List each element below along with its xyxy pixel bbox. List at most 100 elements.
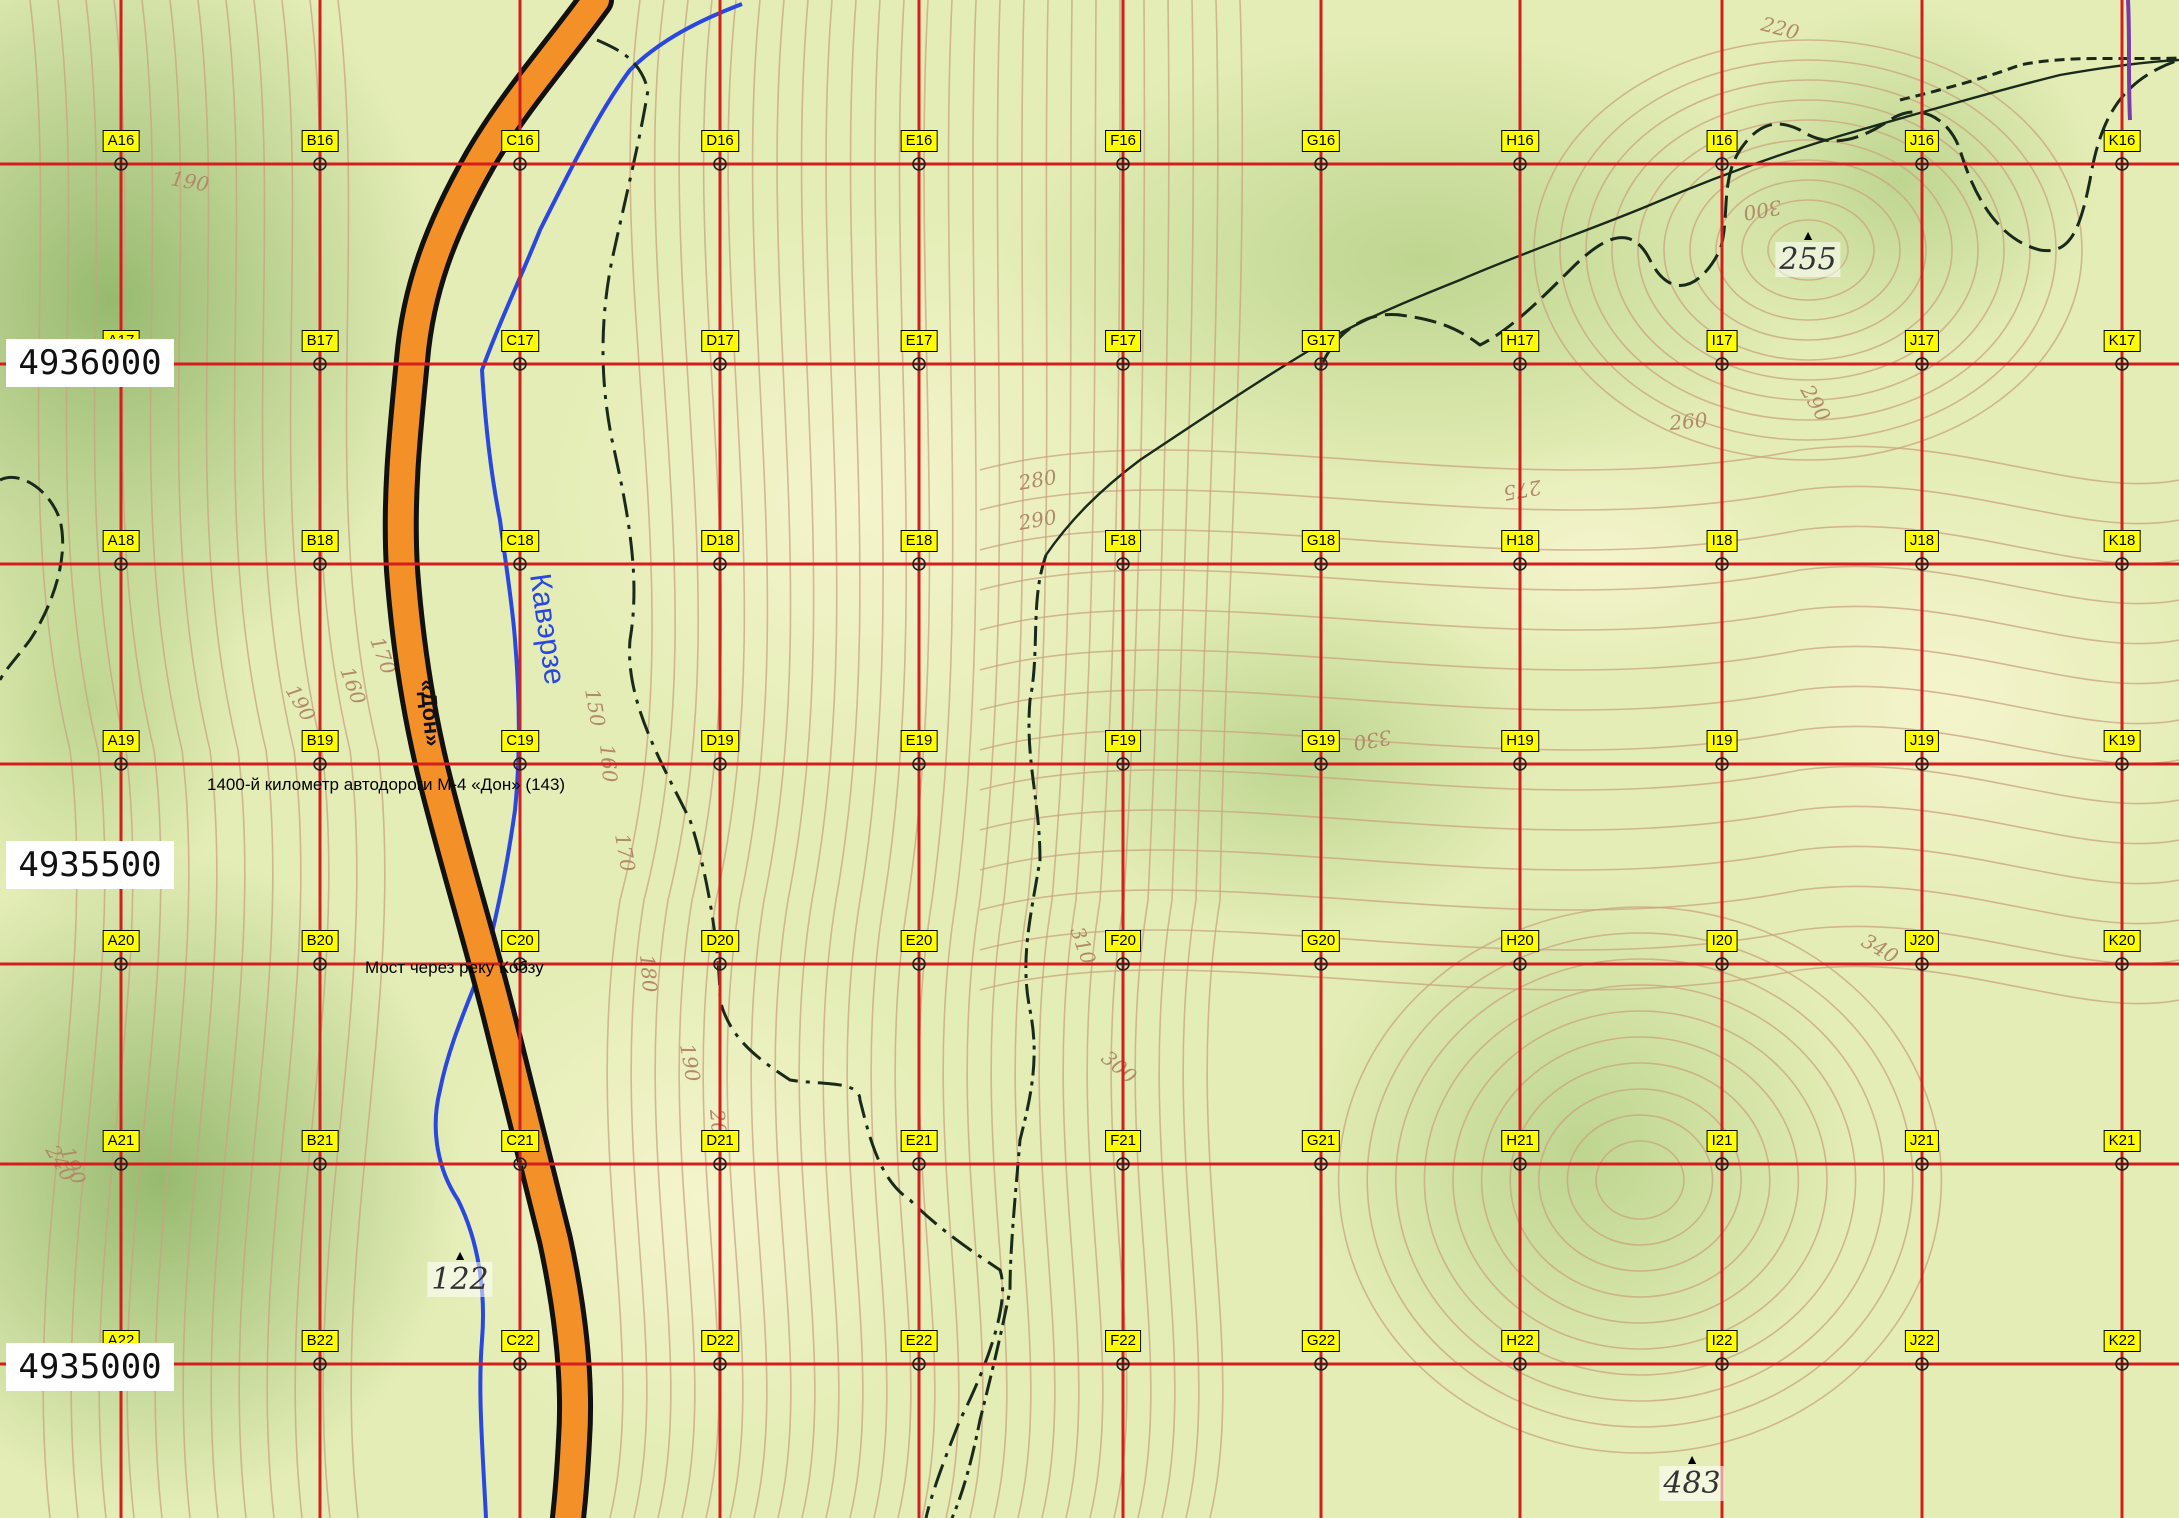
crosshair-icon	[912, 557, 926, 571]
crosshair-icon	[1513, 1357, 1527, 1371]
contour-line	[1423, 984, 1857, 1376]
crosshair-icon	[1915, 1357, 1929, 1371]
contour-line	[678, 0, 723, 1518]
peak-triangle-icon: ▲	[1801, 227, 1815, 243]
crosshair-icon	[713, 557, 727, 571]
cell-label-G19: G19	[1301, 730, 1341, 752]
cell-label-I21: I21	[1706, 1130, 1738, 1152]
contour-line	[979, 965, 2179, 1005]
crosshair-icon	[1915, 957, 1929, 971]
contour-line	[1611, 99, 2005, 401]
crosshair-icon	[313, 957, 327, 971]
crosshair-icon	[912, 1157, 926, 1171]
cell-label-E22: E22	[900, 1330, 938, 1352]
contour-line	[750, 0, 792, 1518]
cell-label-I18: I18	[1706, 530, 1738, 552]
cell-label-B21: B21	[301, 1130, 339, 1152]
contour-line	[1158, 0, 1195, 1518]
cell-label-J17: J17	[1904, 330, 1940, 352]
crosshair-icon	[1513, 157, 1527, 171]
cell-label-J22: J22	[1904, 1330, 1940, 1352]
cell-label-I20: I20	[1706, 930, 1738, 952]
crosshair-icon	[1715, 957, 1729, 971]
contour-line	[942, 0, 977, 1518]
peak-triangle-icon: ▲	[1685, 1451, 1699, 1467]
crosshair-icon	[1715, 157, 1729, 171]
peak-255: ▲ 255	[1775, 227, 1841, 277]
crosshair-icon	[912, 1357, 926, 1371]
contour-line	[1538, 1088, 1743, 1272]
northing-label-4936000: 4936000	[6, 339, 174, 387]
crosshair-icon	[313, 157, 327, 171]
cell-label-A20: A20	[102, 930, 140, 952]
contour-line	[1715, 179, 1901, 321]
contour-line	[822, 0, 861, 1518]
crosshair-icon	[2115, 357, 2129, 371]
crosshair-icon	[1116, 1157, 1130, 1171]
contour-line	[979, 885, 2179, 925]
contour-line	[630, 0, 676, 1518]
cell-label-J16: J16	[1904, 130, 1940, 152]
cell-label-I22: I22	[1706, 1330, 1738, 1352]
crosshair-icon	[114, 1157, 128, 1171]
contour-line	[1585, 79, 2031, 421]
crosshair-icon	[912, 757, 926, 771]
contour-line	[726, 0, 769, 1518]
cell-label-K21: K21	[2103, 1130, 2141, 1152]
crosshair-icon	[1513, 757, 1527, 771]
crosshair-icon	[2115, 557, 2129, 571]
road-label-don: «Дон»	[415, 678, 446, 747]
crosshair-icon	[1915, 557, 1929, 571]
crosshair-icon	[713, 1357, 727, 1371]
cell-label-F20: F20	[1105, 930, 1141, 952]
contour-line	[57, 0, 106, 1518]
cell-label-K22: K22	[2103, 1330, 2141, 1352]
crosshair-icon	[1715, 757, 1729, 771]
cell-label-K19: K19	[2103, 730, 2141, 752]
bridge-caption: Мост через реку Кобзу	[365, 958, 544, 977]
cell-label-A19: A19	[102, 730, 140, 752]
crosshair-icon	[2115, 757, 2129, 771]
contour-elevation-label: 260	[1667, 408, 1708, 435]
crosshair-icon	[2115, 157, 2129, 171]
contour-line	[979, 645, 2179, 685]
cell-label-E20: E20	[900, 930, 938, 952]
peak-122: ▲ 122	[427, 1248, 493, 1297]
contour-line	[253, 0, 302, 1518]
crosshair-icon	[1116, 557, 1130, 571]
cell-label-D16: D16	[701, 130, 739, 152]
cell-label-H17: H17	[1501, 330, 1539, 352]
cell-label-A18: A18	[102, 530, 140, 552]
crosshair-icon	[513, 757, 527, 771]
contour-line	[197, 0, 246, 1518]
crosshair-icon	[1513, 357, 1527, 371]
cell-label-H18: H18	[1501, 530, 1539, 552]
contour-line	[1337, 906, 1943, 1454]
contour-line	[1741, 199, 1875, 301]
crosshair-icon	[1915, 757, 1929, 771]
crosshair-icon	[313, 1157, 327, 1171]
cell-label-F19: F19	[1105, 730, 1141, 752]
crosshair-icon	[1116, 157, 1130, 171]
cell-label-D20: D20	[701, 930, 739, 952]
cell-label-B22: B22	[301, 1330, 339, 1352]
cell-label-I16: I16	[1706, 130, 1738, 152]
contour-line	[894, 0, 931, 1518]
contour-line	[1395, 958, 1886, 1402]
crosshair-icon	[1314, 557, 1328, 571]
cell-label-D18: D18	[701, 530, 739, 552]
crosshair-icon	[1116, 1357, 1130, 1371]
crosshair-icon	[1314, 957, 1328, 971]
crosshair-icon	[1116, 757, 1130, 771]
cell-label-E18: E18	[900, 530, 938, 552]
cell-label-F17: F17	[1105, 330, 1141, 352]
cell-label-B18: B18	[301, 530, 339, 552]
cell-label-K17: K17	[2103, 330, 2141, 352]
cell-label-B17: B17	[301, 330, 339, 352]
contour-line	[1480, 1036, 1800, 1324]
crosshair-icon	[713, 757, 727, 771]
contour-line	[169, 0, 218, 1518]
contour-line	[606, 0, 653, 1518]
contour-line	[1452, 1010, 1828, 1350]
crosshair-icon	[1314, 157, 1328, 171]
